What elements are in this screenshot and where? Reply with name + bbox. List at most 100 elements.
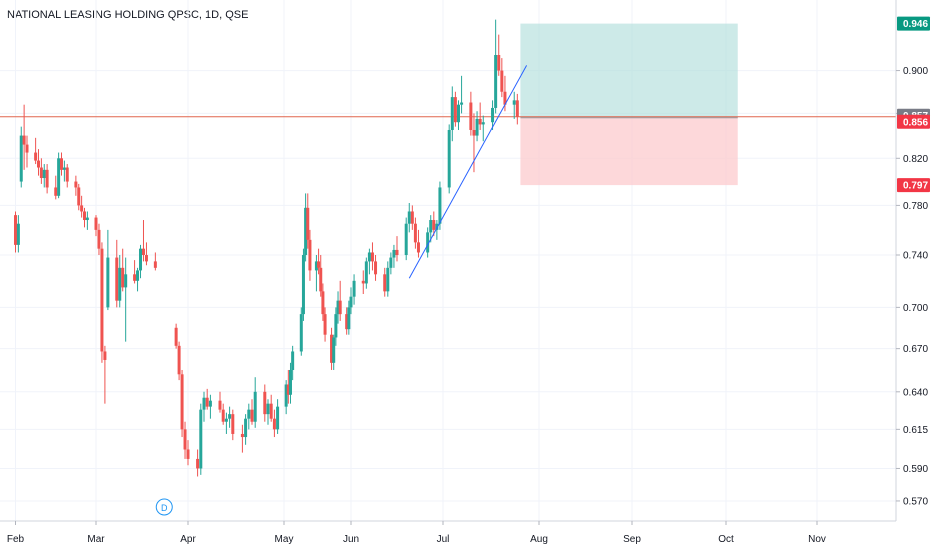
candle-body [253, 391, 257, 422]
candle [37, 149, 40, 176]
candle-body [352, 280, 356, 297]
candle-body [383, 274, 387, 292]
candle-body [65, 167, 69, 182]
candle [39, 158, 43, 184]
price-tag-bg [897, 114, 930, 129]
candle [460, 75, 464, 114]
candle-body [276, 406, 280, 430]
y-tick-label: 0.820 [903, 154, 928, 165]
candle-body [74, 181, 78, 188]
dividend-event-marker[interactable]: D [155, 498, 173, 516]
candle [321, 283, 325, 321]
candle [221, 403, 225, 425]
candle-body [19, 135, 23, 182]
candle-body [338, 300, 342, 315]
candle [491, 100, 495, 130]
candle [103, 345, 107, 404]
price-tag-label: 0.856 [903, 117, 928, 128]
candle-body [221, 409, 225, 422]
candle [304, 193, 308, 262]
x-tick-label: Jul [437, 534, 450, 545]
candle [266, 399, 270, 425]
y-tick-label: 0.740 [903, 251, 928, 262]
trendline[interactable] [408, 65, 528, 279]
x-tick-label: Feb [7, 534, 25, 545]
candle [389, 252, 393, 275]
candle-body [39, 167, 43, 179]
candle-body [456, 104, 460, 123]
candle [186, 440, 190, 466]
candle-body [447, 129, 451, 188]
stop-zone[interactable] [520, 117, 738, 186]
candle-body [100, 248, 104, 352]
candle-body [472, 129, 476, 136]
candle-body [364, 261, 368, 284]
target-zone[interactable] [520, 23, 738, 118]
candle [276, 399, 280, 434]
candle-body [266, 403, 270, 415]
candle-body [144, 255, 148, 262]
candle [497, 34, 501, 76]
candle-body [141, 248, 145, 256]
candle-body [202, 397, 206, 410]
candle [124, 257, 128, 342]
candle-body [299, 314, 303, 352]
candle [141, 220, 145, 262]
candle-body [240, 433, 244, 438]
y-tick-label: 0.780 [903, 201, 928, 212]
candle-body [42, 169, 46, 179]
candle-body [435, 223, 439, 230]
candle-body [475, 118, 479, 136]
candle [25, 135, 29, 168]
event-marker-circle[interactable] [155, 498, 173, 516]
candle [153, 252, 157, 271]
candle [80, 195, 84, 218]
candle-body [361, 280, 365, 284]
candle-body [288, 369, 292, 395]
candle-body [460, 102, 464, 105]
candle-body [180, 374, 184, 430]
candle [14, 211, 17, 253]
time-axis[interactable]: Feb Mar Apr May Jun Jul Aug Sep Oct Nov [7, 521, 826, 545]
candle-body [404, 223, 408, 256]
candle [472, 113, 476, 173]
candle-body [85, 217, 89, 221]
candle-body [491, 107, 495, 123]
price-tag-bg [897, 16, 930, 31]
x-tick-label: Apr [180, 534, 196, 545]
candle-body [218, 400, 222, 410]
candle [407, 202, 411, 233]
candle-body [308, 239, 312, 271]
candle [208, 394, 212, 419]
candle [253, 377, 257, 428]
candle [22, 104, 26, 170]
candle [100, 242, 104, 363]
candle [291, 345, 295, 381]
candle [133, 260, 137, 284]
candle-body [304, 207, 308, 256]
candle-body [103, 351, 107, 360]
candle-body [16, 223, 20, 245]
candle [144, 242, 148, 266]
candle-body [34, 152, 38, 161]
candle-body [389, 257, 393, 268]
candle-body [319, 267, 323, 292]
candle [332, 334, 336, 370]
price-axis[interactable]: 0.9000.8600.8200.7800.7400.7000.6700.640… [896, 66, 928, 507]
candle-body [481, 122, 485, 125]
candle-body [186, 449, 190, 459]
candle [494, 19, 498, 114]
candle [450, 86, 454, 142]
candle-body [177, 345, 181, 375]
candle-body [323, 314, 327, 335]
candle [345, 307, 349, 335]
candle [435, 220, 439, 240]
candle [416, 229, 420, 258]
candle [361, 270, 365, 295]
candle [177, 341, 181, 381]
candle-body [450, 97, 454, 130]
candle [478, 102, 482, 130]
candle-body [284, 384, 288, 407]
